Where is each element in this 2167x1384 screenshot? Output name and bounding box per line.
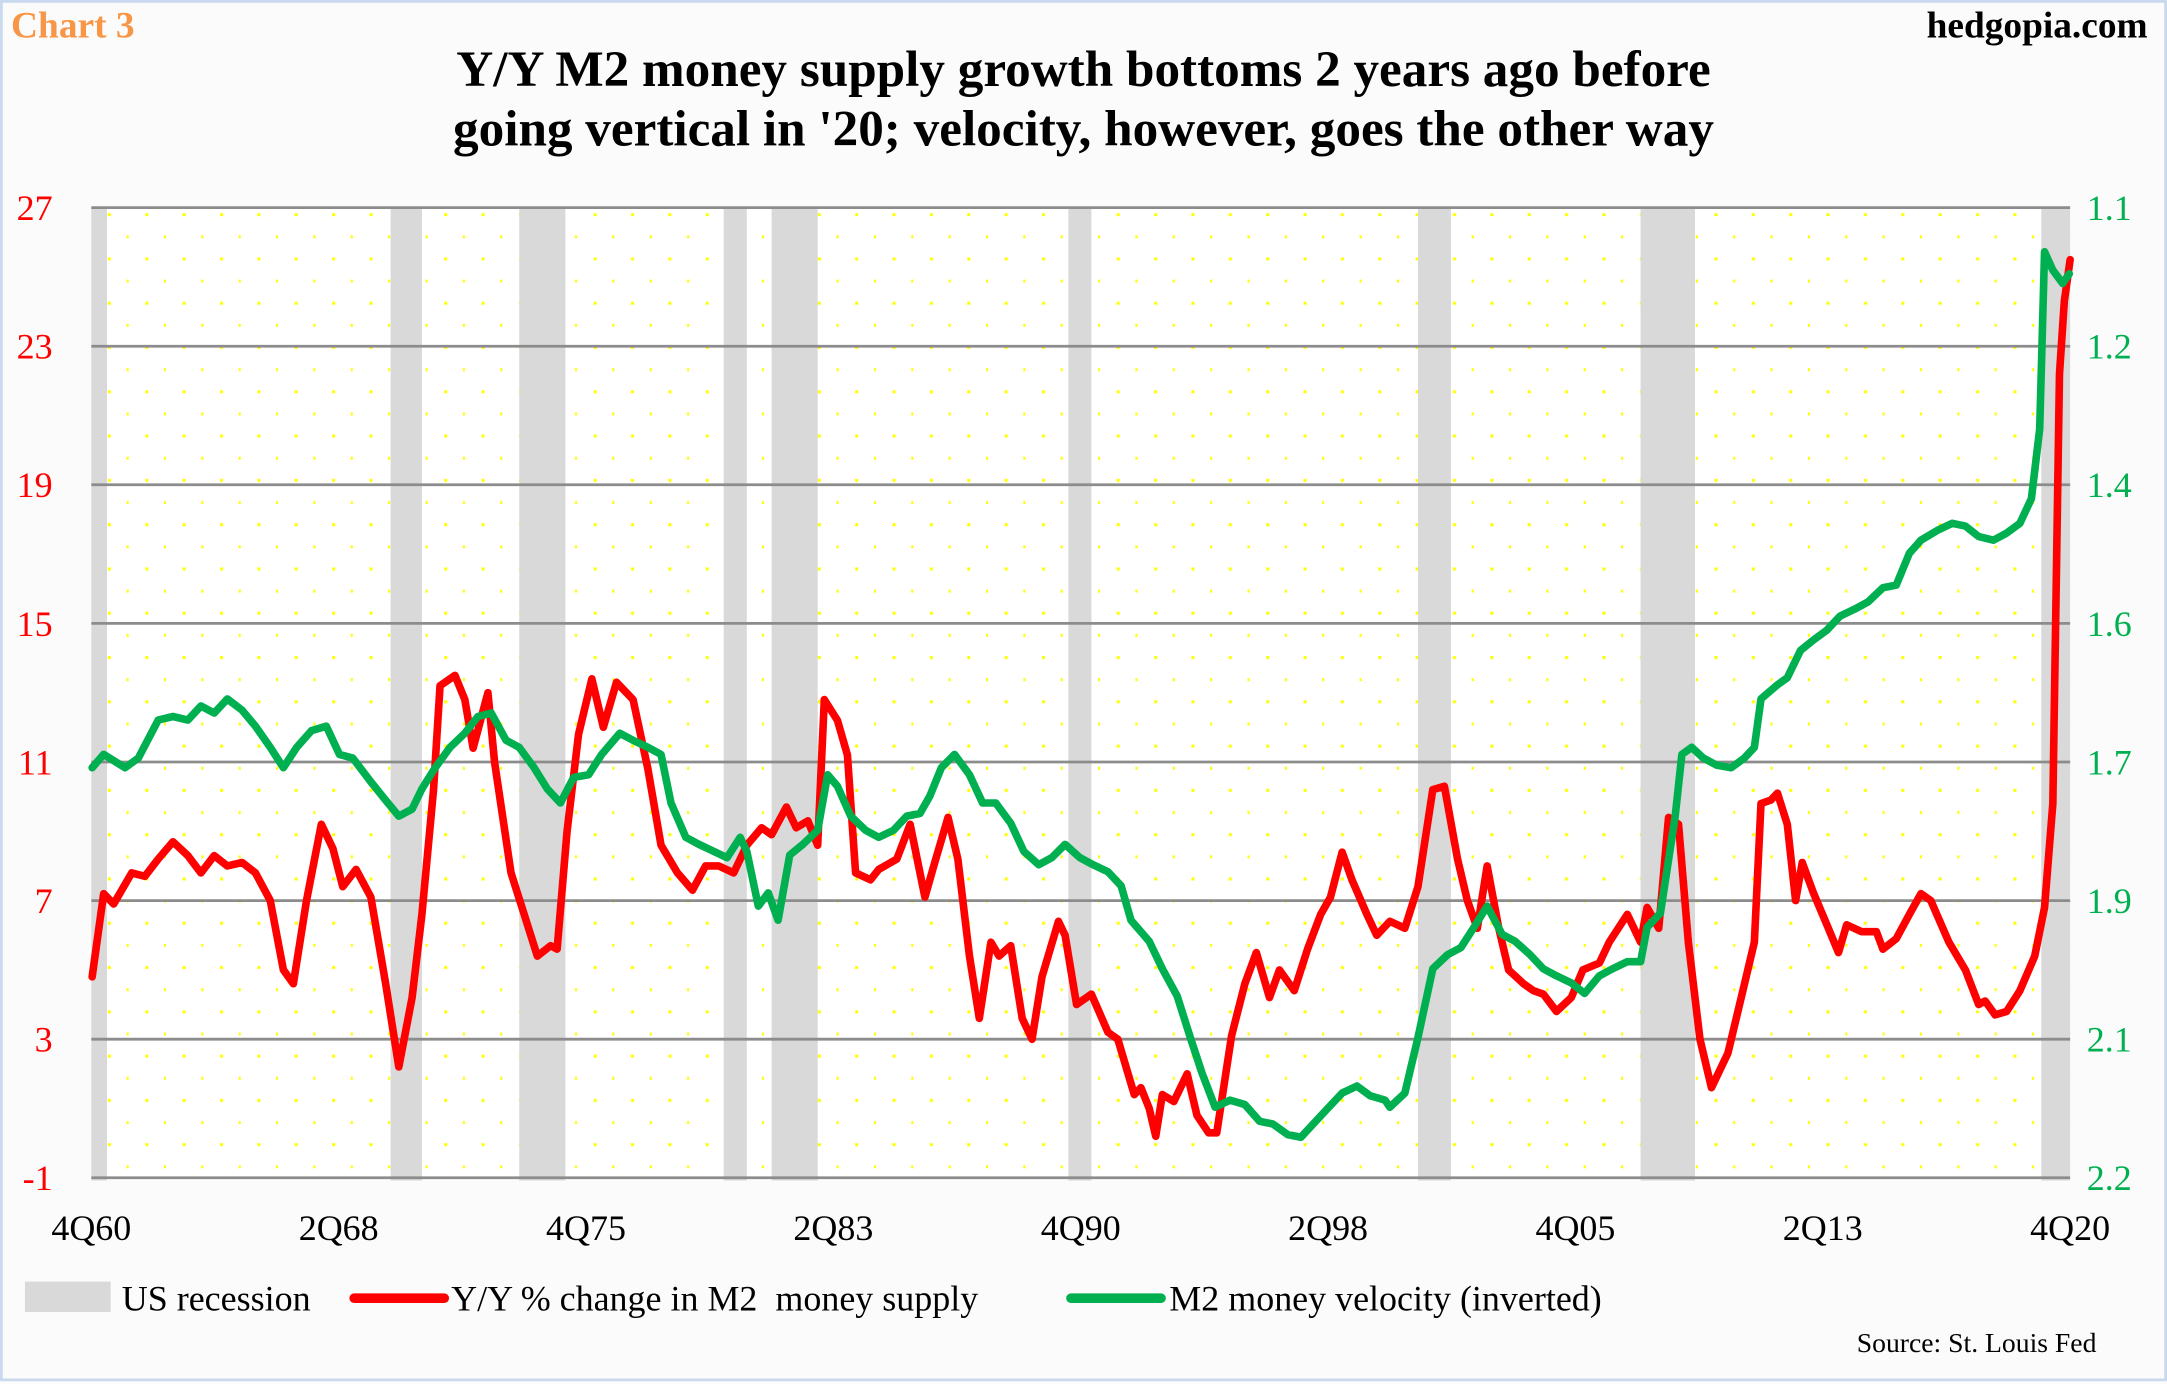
- brand: hedgopia.com: [1927, 5, 2148, 46]
- y-right-tick-label: 1.2: [2087, 327, 2132, 367]
- legend-label-m2-growth: Y/Y % change in M2 money supply: [451, 1279, 978, 1319]
- series-line-velocity: [88, 247, 2074, 1142]
- plot-area: [88, 206, 2074, 1181]
- y-left-tick-label: 27: [17, 188, 53, 228]
- x-tick-label: 2Q98: [1288, 1208, 1368, 1248]
- x-tick-label: 2Q13: [1783, 1208, 1863, 1248]
- y-left-tick-label: -1: [23, 1158, 53, 1198]
- y-left-tick-label: 15: [17, 604, 53, 644]
- x-tick-label: 4Q20: [2030, 1208, 2110, 1248]
- recession-band: [519, 207, 566, 1181]
- y-right-tick-label: 1.1: [2087, 188, 2132, 228]
- legend-label-recession: US recession: [122, 1279, 311, 1319]
- x-tick-label: 2Q68: [299, 1208, 379, 1248]
- y-right-tick-label: 1.6: [2087, 604, 2132, 644]
- x-tick-label: 4Q60: [51, 1208, 131, 1248]
- y-right-tick-label: 1.9: [2087, 881, 2132, 921]
- y-left-tick-label: 19: [17, 465, 53, 505]
- recession-band: [1640, 207, 1695, 1181]
- source-note: Source: St. Louis Fed: [1857, 1327, 2097, 1358]
- y-left-tick-label: 7: [35, 881, 53, 921]
- y-right-tick-label: 1.7: [2087, 742, 2132, 782]
- y-right-tick-label: 2.1: [2087, 1020, 2132, 1060]
- x-tick-label: 4Q75: [546, 1208, 626, 1248]
- legend-swatch-recession: [24, 1281, 111, 1313]
- recession-band: [1417, 207, 1451, 1181]
- y-left-tick-label: 11: [18, 742, 53, 782]
- x-tick-label: 4Q90: [1041, 1208, 1121, 1248]
- legend-label-velocity: M2 money velocity (inverted): [1169, 1279, 1601, 1319]
- recession-band: [771, 207, 818, 1181]
- y-right-tick-label: 1.4: [2087, 465, 2132, 505]
- series-line-m2-growth: [88, 255, 2074, 1141]
- chart-title-line2: going vertical in '20; velocity, however…: [453, 100, 1714, 157]
- y-left-tick-label: 3: [35, 1020, 53, 1060]
- y-right-tick-label: 2.2: [2087, 1158, 2132, 1198]
- chart-title-line1: Y/Y M2 money supply growth bottoms 2 yea…: [456, 41, 1710, 98]
- x-tick-label: 2Q83: [793, 1208, 873, 1248]
- recession-band: [723, 207, 747, 1181]
- recession-band: [91, 207, 107, 1181]
- legend: US recession Y/Y % change in M2 money su…: [24, 1279, 1602, 1319]
- y-left-tick-label: 23: [17, 327, 53, 367]
- recession-band: [1068, 207, 1092, 1181]
- chart-number: Chart 3: [11, 5, 134, 46]
- x-tick-label: 4Q05: [1535, 1208, 1615, 1248]
